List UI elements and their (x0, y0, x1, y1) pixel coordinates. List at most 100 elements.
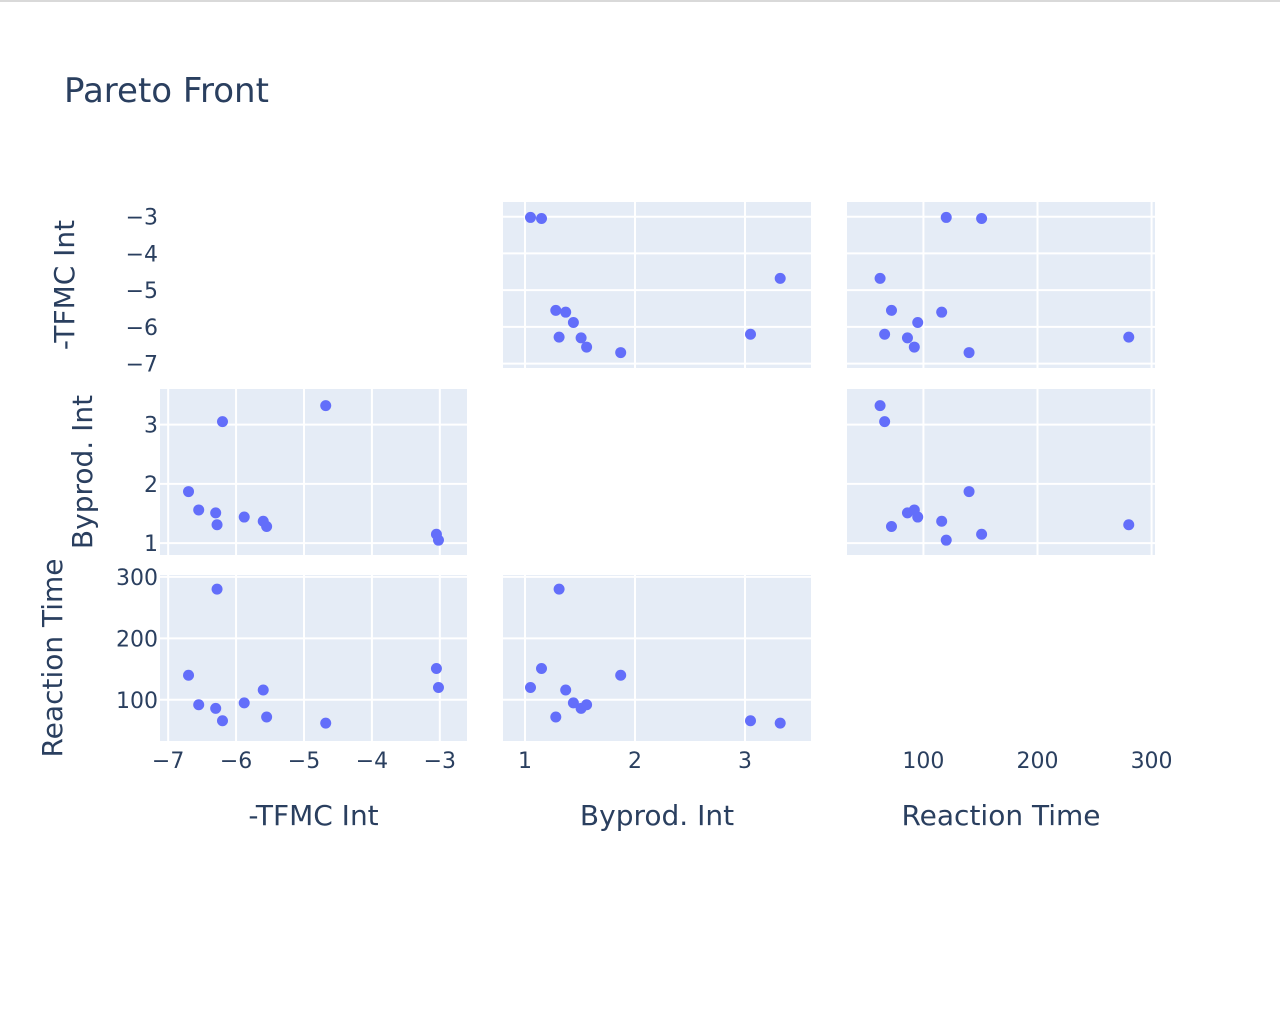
data-point[interactable] (553, 331, 565, 343)
data-point[interactable] (745, 715, 756, 727)
data-point[interactable] (536, 662, 547, 674)
y-tick-label: 100 (116, 689, 158, 714)
x-tick-label: −7 (152, 749, 184, 774)
x-axis-title: Byprod. Int (580, 799, 734, 832)
data-point[interactable] (430, 528, 442, 540)
panel-background (503, 575, 811, 741)
data-point[interactable] (912, 316, 924, 328)
data-point[interactable] (257, 684, 269, 696)
y-tick-label: 2 (144, 473, 158, 498)
data-point[interactable] (936, 306, 948, 318)
data-point[interactable] (525, 682, 536, 694)
data-point[interactable] (885, 521, 897, 533)
data-point[interactable] (940, 211, 952, 223)
x-tick-label: 1 (518, 749, 532, 774)
panel-background (847, 202, 1155, 368)
data-point[interactable] (1123, 519, 1135, 531)
y-tick-label: −5 (126, 279, 158, 304)
panel-background (160, 389, 467, 555)
data-point[interactable] (183, 669, 195, 681)
data-point[interactable] (320, 400, 332, 412)
data-point[interactable] (261, 711, 273, 723)
x-tick-label: −4 (356, 749, 388, 774)
data-point[interactable] (581, 341, 593, 353)
top-divider (0, 0, 1280, 2)
x-tick-label: 200 (1017, 749, 1059, 774)
data-point[interactable] (874, 272, 886, 284)
data-point[interactable] (575, 332, 587, 344)
x-tick-label: 3 (738, 749, 752, 774)
axis-labels: −7 −6 −5 −4 −3 1 2 3 100 200 300 −7 −6 −5 −4 −3 1 2 3 100 20… (36, 206, 1173, 832)
data-point[interactable] (581, 699, 593, 711)
panel-tfmc-vs-byprod (160, 389, 467, 555)
data-point[interactable] (774, 717, 786, 729)
y-tick-label: −6 (126, 316, 158, 341)
data-point[interactable] (615, 347, 627, 359)
x-tick-label: −3 (424, 749, 456, 774)
panel-background (160, 575, 467, 741)
data-point[interactable] (432, 682, 444, 694)
data-point[interactable] (550, 711, 562, 723)
y-tick-label: −7 (126, 353, 158, 378)
scatter-panels (160, 202, 1155, 741)
data-point[interactable] (774, 272, 786, 284)
x-tick-label: 2 (628, 749, 642, 774)
data-point[interactable] (963, 347, 975, 359)
data-point[interactable] (615, 669, 627, 681)
data-point[interactable] (211, 519, 223, 531)
data-point[interactable] (210, 702, 222, 714)
data-point[interactable] (936, 515, 948, 527)
x-axis-title: -TFMC Int (248, 799, 378, 832)
panel-time-vs-byprod (847, 389, 1155, 555)
data-point[interactable] (211, 583, 223, 595)
panel-byprod-vs-time (503, 575, 811, 741)
y-tick-label: 1 (144, 532, 158, 557)
data-point[interactable] (183, 486, 195, 498)
data-point[interactable] (908, 504, 920, 516)
y-tick-label: 300 (116, 566, 158, 591)
data-point[interactable] (567, 316, 579, 328)
data-point[interactable] (885, 304, 897, 316)
y-tick-label: −3 (126, 206, 158, 231)
data-point[interactable] (525, 211, 536, 223)
x-tick-label: −6 (220, 749, 252, 774)
data-point[interactable] (560, 306, 572, 318)
data-point[interactable] (963, 486, 975, 498)
data-point[interactable] (1123, 331, 1135, 343)
data-point[interactable] (550, 304, 562, 316)
data-point[interactable] (560, 684, 572, 696)
data-point[interactable] (976, 528, 988, 540)
x-axis-title: Reaction Time (901, 799, 1100, 832)
data-point[interactable] (193, 504, 205, 516)
data-point[interactable] (879, 416, 891, 428)
data-point[interactable] (536, 213, 547, 225)
y-axis-title: Byprod. Int (66, 395, 99, 549)
data-point[interactable] (238, 697, 250, 709)
data-point[interactable] (257, 515, 269, 527)
data-point[interactable] (216, 416, 228, 428)
data-point[interactable] (874, 400, 886, 412)
data-point[interactable] (901, 332, 913, 344)
y-tick-label: 3 (144, 414, 158, 439)
data-point[interactable] (430, 662, 442, 674)
panel-byprod-vs-tfmc (503, 202, 811, 368)
data-point[interactable] (193, 699, 205, 711)
data-point[interactable] (320, 717, 332, 729)
panel-tfmc-vs-time (160, 575, 467, 741)
data-point[interactable] (879, 328, 891, 340)
data-point[interactable] (976, 213, 988, 225)
panel-time-vs-tfmc (847, 202, 1155, 368)
data-point[interactable] (210, 507, 222, 519)
x-tick-label: 100 (902, 749, 944, 774)
data-point[interactable] (216, 715, 228, 727)
panel-background (847, 389, 1155, 555)
data-point[interactable] (238, 511, 250, 523)
data-point[interactable] (553, 583, 565, 595)
data-point[interactable] (908, 341, 920, 353)
data-point[interactable] (567, 697, 579, 709)
x-tick-label: 300 (1131, 749, 1173, 774)
data-point[interactable] (745, 328, 756, 340)
y-tick-label: −4 (126, 242, 158, 267)
data-point[interactable] (940, 534, 952, 546)
